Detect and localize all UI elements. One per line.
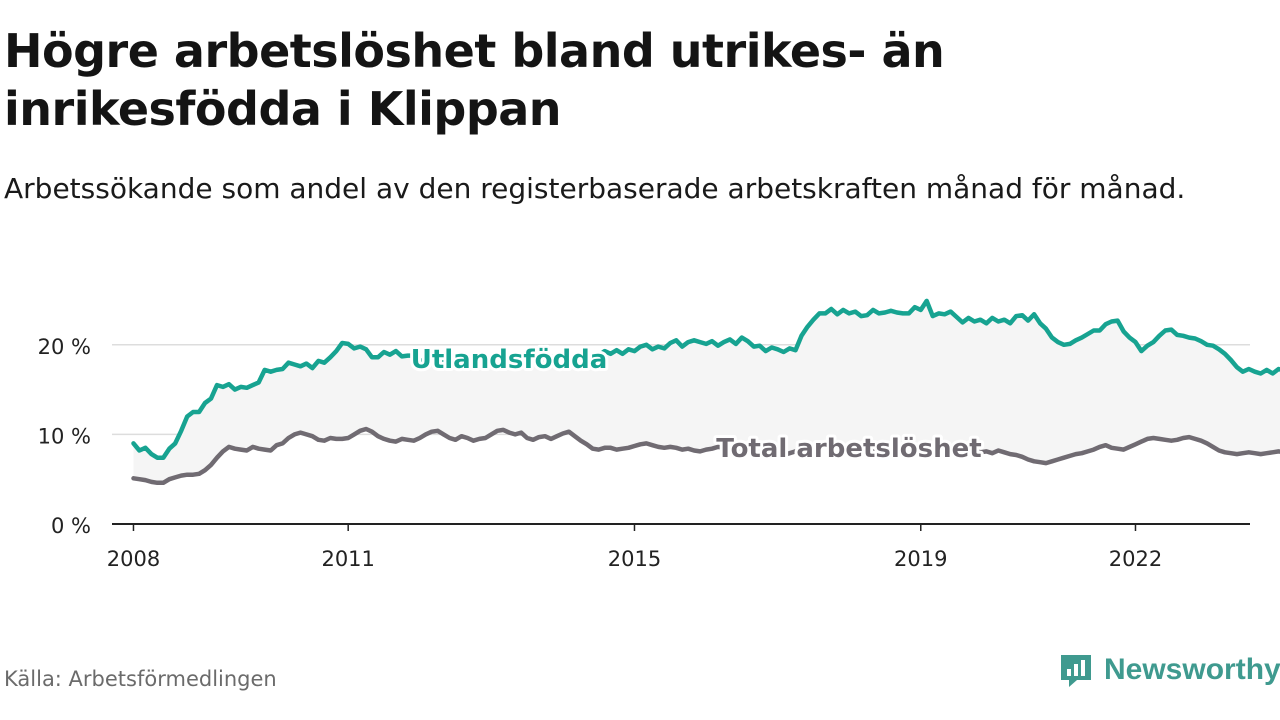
chart-title: Högre arbetslöshet bland utrikes- än inr… [4, 24, 945, 136]
source-note: Källa: Arbetsförmedlingen [4, 667, 277, 691]
x-tick-label: 2008 [107, 547, 160, 571]
series-label-total: Total arbetslöshet [716, 434, 981, 464]
x-tick-label: 2011 [321, 547, 374, 571]
gap-band-area [133, 300, 1280, 483]
chart-subtitle: Arbetssökande som andel av den registerb… [4, 172, 1186, 205]
x-tick-label: 2015 [608, 547, 661, 571]
y-tick-label: 20 % [38, 335, 91, 359]
brand-name: Newsworthy [1104, 653, 1280, 686]
series-label-utlandsfodda: Utlandsfödda [411, 345, 608, 375]
series-lines [131, 298, 1280, 486]
line-chart: 0 % 10 % 20 % 2008 2011 2015 2019 2022 15,5 %6… [38, 298, 1280, 571]
series-line-total [131, 426, 1280, 486]
brand[interactable]: Newsworthy [1058, 652, 1280, 688]
x-tick-label: 2019 [894, 547, 947, 571]
newsworthy-logo-icon [1061, 655, 1091, 687]
series-line-utlandsfodda [131, 298, 1280, 460]
x-axis: 2008 2011 2015 2019 2022 [107, 523, 1250, 571]
y-tick-label: 10 % [38, 424, 91, 448]
gap-band [133, 300, 1280, 483]
x-tick-label: 2022 [1109, 547, 1162, 571]
y-tick-label: 0 % [51, 514, 91, 538]
